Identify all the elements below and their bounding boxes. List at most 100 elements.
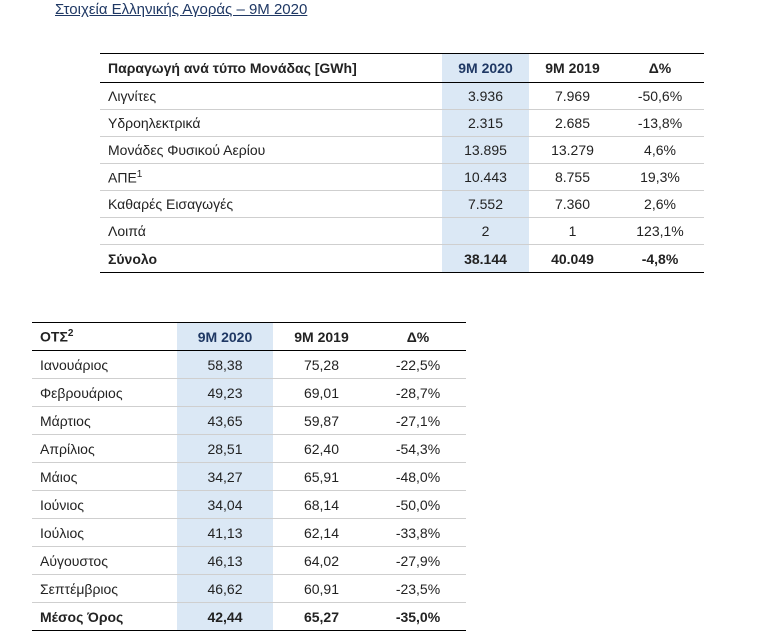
- value-delta: 123,1%: [616, 217, 704, 245]
- header-delta: Δ%: [370, 322, 466, 351]
- row-label-text: Μάιος: [40, 468, 78, 485]
- value-9m2019: 75,28: [273, 350, 370, 379]
- value-delta: 19,3%: [616, 163, 704, 191]
- value-9m2020: 34,27: [177, 462, 273, 491]
- value-9m2019: 7.969: [529, 82, 616, 110]
- value-9m2019: 59,87: [273, 406, 370, 435]
- table-row: Λοιπά 2 1 123,1%: [100, 217, 704, 245]
- row-label-text: Υδροηλεκτρικά: [108, 115, 201, 131]
- value-delta: 2,6%: [616, 190, 704, 218]
- header-9m2020: 9M 2020: [442, 53, 529, 83]
- value-9m2020: 10.443: [442, 163, 529, 191]
- total-label: Μέσος Όρος: [32, 602, 177, 631]
- row-label-text: ΑΠΕ: [108, 169, 137, 186]
- header-label-text: ΟΤΣ: [40, 328, 68, 345]
- row-label-text: Λιγνίτες: [108, 88, 157, 104]
- table-row: Ιούλιος 41,13 62,14 -33,8%: [32, 518, 466, 547]
- row-label: Αύγουστος: [32, 546, 177, 575]
- row-label-text: Αύγουστος: [40, 552, 108, 569]
- table-row: Ιανουάριος 58,38 75,28 -22,5%: [32, 350, 466, 379]
- table-row: Μάρτιος 43,65 59,87 -27,1%: [32, 406, 466, 435]
- value-9m2020: 7.552: [442, 190, 529, 218]
- row-label: Λοιπά: [100, 217, 442, 245]
- value-delta: -48,0%: [370, 462, 466, 491]
- value-delta: -33,8%: [370, 518, 466, 547]
- table-row: Λιγνίτες 3.936 7.969 -50,6%: [100, 82, 704, 110]
- row-label-text: Καθαρές Εισαγωγές: [108, 196, 234, 212]
- row-label-text: Απρίλιος: [40, 440, 95, 457]
- row-label: Ιανουάριος: [32, 350, 177, 379]
- value-9m2019: 7.360: [529, 190, 616, 218]
- row-label: Υδροηλεκτρικά: [100, 109, 442, 137]
- value-9m2019: 13.279: [529, 136, 616, 164]
- row-label: Μάιος: [32, 462, 177, 491]
- value-9m2020: 49,23: [177, 378, 273, 407]
- table-header-row: Παραγωγή ανά τύπο Μονάδας [GWh] 9M 2020 …: [100, 53, 704, 83]
- value-delta: -54,3%: [370, 434, 466, 463]
- value-9m2020: 58,38: [177, 350, 273, 379]
- table-row: Μονάδες Φυσικού Αερίου 13.895 13.279 4,6%: [100, 136, 704, 164]
- generation-table: Παραγωγή ανά τύπο Μονάδας [GWh] 9M 2020 …: [100, 53, 704, 273]
- page-title[interactable]: Στοιχεία Ελληνικής Αγοράς – 9M 2020: [55, 1, 308, 18]
- header-9m2019: 9M 2019: [529, 53, 616, 83]
- total-row: Μέσος Όρος 42,44 65,27 -35,0%: [32, 602, 466, 631]
- row-label-text: Μάρτιος: [40, 412, 91, 429]
- value-9m2019: 69,01: [273, 378, 370, 407]
- value-9m2020: 2: [442, 217, 529, 245]
- row-label: Σεπτέμβριος: [32, 574, 177, 603]
- header-label: Παραγωγή ανά τύπο Μονάδας [GWh]: [100, 53, 442, 83]
- row-label: Μονάδες Φυσικού Αερίου: [100, 136, 442, 164]
- table-row: Καθαρές Εισαγωγές 7.552 7.360 2,6%: [100, 190, 704, 218]
- value-9m2019: 2.685: [529, 109, 616, 137]
- value-delta: -50,0%: [370, 490, 466, 519]
- value-9m2019: 68,14: [273, 490, 370, 519]
- value-9m2019: 1: [529, 217, 616, 245]
- header-9m2019: 9M 2019: [273, 322, 370, 351]
- row-label: Ιούνιος: [32, 490, 177, 519]
- header-label: ΟΤΣ2: [32, 322, 177, 351]
- row-label-text: Ιανουάριος: [40, 356, 109, 373]
- value-9m2020: 46,62: [177, 574, 273, 603]
- table-row: Υδροηλεκτρικά 2.315 2.685 -13,8%: [100, 109, 704, 137]
- value-9m2020: 41,13: [177, 518, 273, 547]
- value-delta: -50,6%: [616, 82, 704, 110]
- total-delta: -4,8%: [616, 244, 704, 273]
- total-9m2020: 38.144: [442, 244, 529, 273]
- table-row: Ιούνιος 34,04 68,14 -50,0%: [32, 490, 466, 519]
- row-label: Φεβρουάριος: [32, 378, 177, 407]
- value-delta: -27,1%: [370, 406, 466, 435]
- value-9m2020: 2.315: [442, 109, 529, 137]
- header-delta: Δ%: [616, 53, 704, 83]
- value-9m2019: 60,91: [273, 574, 370, 603]
- value-9m2019: 8.755: [529, 163, 616, 191]
- value-9m2019: 62,14: [273, 518, 370, 547]
- header-9m2020: 9M 2020: [177, 322, 273, 351]
- value-delta: 4,6%: [616, 136, 704, 164]
- value-delta: -22,5%: [370, 350, 466, 379]
- value-9m2020: 13.895: [442, 136, 529, 164]
- table-row: Απρίλιος 28,51 62,40 -54,3%: [32, 434, 466, 463]
- table-row: ΑΠΕ1 10.443 8.755 19,3%: [100, 163, 704, 191]
- row-label-text: Φεβρουάριος: [40, 384, 123, 401]
- value-9m2019: 64,02: [273, 546, 370, 575]
- row-label: Ιούλιος: [32, 518, 177, 547]
- total-9m2020: 42,44: [177, 602, 273, 631]
- row-label: ΑΠΕ1: [100, 163, 442, 191]
- total-delta: -35,0%: [370, 602, 466, 631]
- table-header-row: ΟΤΣ2 9M 2020 9M 2019 Δ%: [32, 322, 466, 351]
- value-delta: -23,5%: [370, 574, 466, 603]
- table-row: Σεπτέμβριος 46,62 60,91 -23,5%: [32, 574, 466, 603]
- footnote-marker: 1: [136, 168, 143, 180]
- value-delta: -13,8%: [616, 109, 704, 137]
- value-delta: -28,7%: [370, 378, 466, 407]
- row-label-text: Σεπτέμβριος: [40, 580, 119, 597]
- row-label: Καθαρές Εισαγωγές: [100, 190, 442, 218]
- table-row: Αύγουστος 46,13 64,02 -27,9%: [32, 546, 466, 575]
- value-9m2019: 65,91: [273, 462, 370, 491]
- row-label-text: Μονάδες Φυσικού Αερίου: [108, 142, 266, 158]
- total-row: Σύνολο 38.144 40.049 -4,8%: [100, 244, 704, 273]
- table-row: Μάιος 34,27 65,91 -48,0%: [32, 462, 466, 491]
- value-9m2020: 43,65: [177, 406, 273, 435]
- value-9m2020: 46,13: [177, 546, 273, 575]
- row-label: Λιγνίτες: [100, 82, 442, 110]
